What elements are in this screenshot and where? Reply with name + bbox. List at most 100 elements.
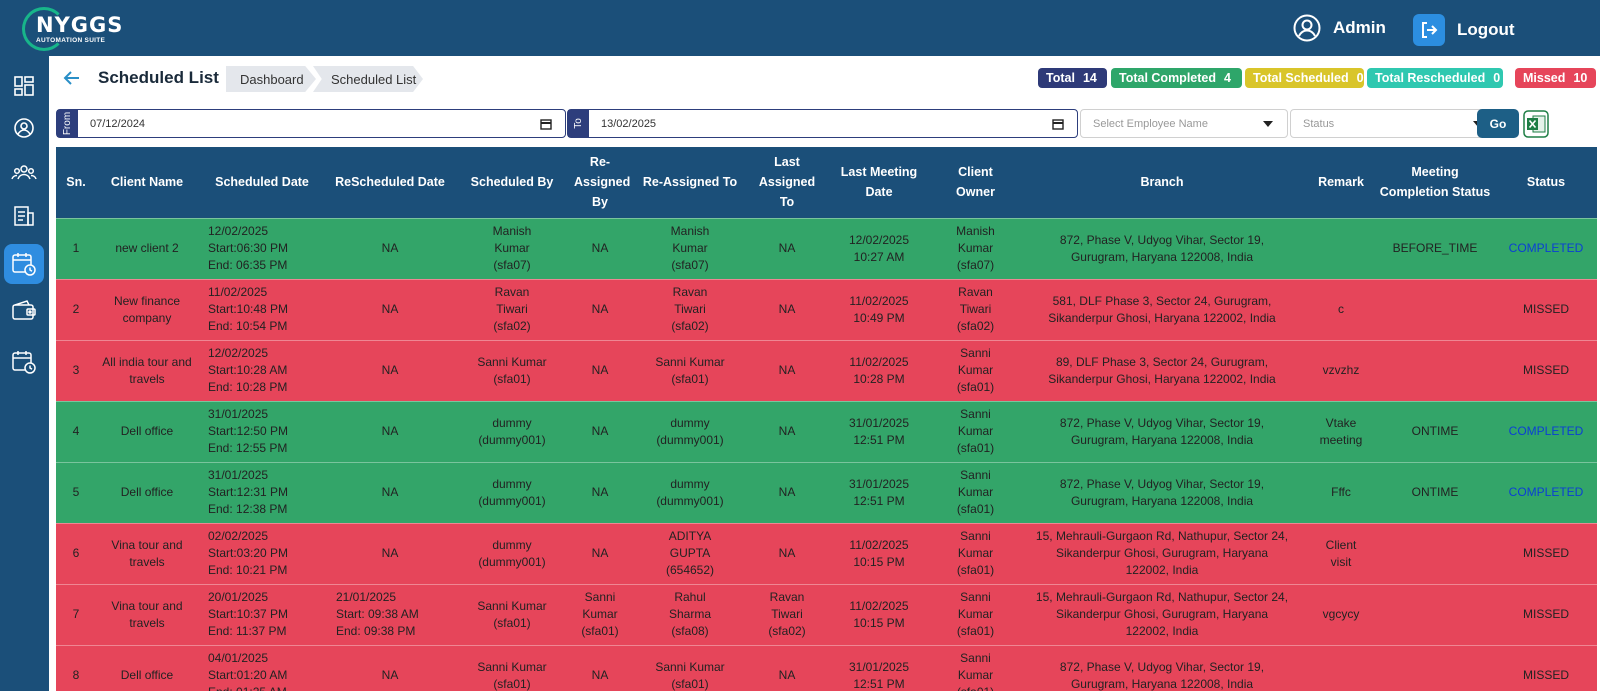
table-row[interactable]: 7 Vina tour and travels 20/01/2025 Start:10… <box>56 583 1597 645</box>
cell-last-assigned-to: NA <box>750 400 824 462</box>
cell-branch: 581, DLF Phase 3, Sector 24, Gurugram, Si… <box>1017 278 1307 340</box>
cell-remark: Fffc <box>1307 461 1375 523</box>
table-row[interactable]: 4 Dell office 31/01/2025 Start:12:50 PM End:… <box>56 400 1597 462</box>
table-body: 1 new client 2 12/02/2025 Start:06:30 PM End… <box>56 217 1597 691</box>
cell-branch: 872, Phase V, Udyog Vihar, Sector 19, Gur… <box>1017 400 1307 462</box>
cell-line: 12/02/2025 <box>848 232 910 247</box>
employee-select[interactable]: Select Employee Name <box>1080 109 1288 138</box>
cell-scheduled-by: dummy (dummy001) <box>454 400 570 462</box>
cell-line: (sfa02) <box>768 624 806 638</box>
from-date-field[interactable]: From 07/12/2024 <box>56 109 566 138</box>
calendar-icon[interactable] <box>539 118 553 130</box>
cell-branch: 872, Phase V, Udyog Vihar, Sector 19, Gur… <box>1017 461 1307 523</box>
column-header-client-name[interactable]: Client Name <box>96 147 198 218</box>
breadcrumb-dashboard[interactable]: Dashboard <box>226 66 316 92</box>
badge-scheduled[interactable]: Total Scheduled 0 <box>1245 68 1364 88</box>
sidebar-item-profile[interactable] <box>4 108 44 148</box>
cell-line: 12:51 PM <box>853 493 905 508</box>
sidebar-item-scheduled[interactable] <box>4 244 44 284</box>
to-date-field[interactable]: To 13/02/2025 <box>567 109 1078 138</box>
cell-line: (sfa02) <box>956 319 995 333</box>
cell-reassigned-by: NA <box>570 461 630 523</box>
cell-line: dummy <box>670 415 710 430</box>
excel-export-icon[interactable] <box>1523 110 1549 138</box>
cell-reassigned-to: dummy (dummy001) <box>630 461 750 523</box>
cell-line: (sfa02) <box>493 319 531 333</box>
cell-line: 12/02/2025 <box>208 224 269 238</box>
cell-scheduled-by: Sanni Kumar (sfa01) <box>454 644 570 691</box>
cell-line: vgcycy <box>1322 607 1360 621</box>
column-header-last-meeting-date[interactable]: Last Meeting Date <box>824 147 934 218</box>
document-list-icon <box>14 206 34 226</box>
cell-line: Sanni <box>960 651 991 666</box>
cell-line: 02/02/2025 <box>208 529 269 543</box>
column-header-sn[interactable]: Sn. <box>56 147 96 218</box>
table-row[interactable]: 6 Vina tour and travels 02/02/2025 Start:03… <box>56 522 1597 584</box>
column-header-remark[interactable]: Remark <box>1307 147 1375 218</box>
column-header-status[interactable]: Status <box>1495 147 1597 218</box>
cell-line: End: 12:55 PM <box>208 441 288 455</box>
logout-button[interactable]: Logout <box>1413 14 1515 46</box>
cell-line: 21/01/2025 <box>336 590 397 604</box>
sidebar <box>0 56 49 691</box>
cell-line: NA <box>591 668 609 683</box>
cell-line: Start:12:31 PM <box>208 485 289 499</box>
column-header-client-owner[interactable]: Client Owner <box>934 147 1017 218</box>
sidebar-item-documents[interactable] <box>4 196 44 236</box>
column-header-branch[interactable]: Branch <box>1017 147 1307 218</box>
column-header-rescheduled-date[interactable]: ReScheduled Date <box>326 147 454 218</box>
sidebar-item-dashboard[interactable] <box>4 66 44 106</box>
column-header-scheduled-by[interactable]: Scheduled By <box>454 147 570 218</box>
table-row[interactable]: 2 New finance company 11/02/2025 Start:10:4… <box>56 278 1597 340</box>
cell-line: 872, Phase V, Udyog Vihar, Sector 19, <box>1059 232 1265 247</box>
cell-line: Kumar <box>957 546 994 560</box>
cell-rescheduled-date: NA <box>326 522 454 584</box>
scheduled-table-container[interactable]: Sn. Client Name Scheduled Date ReScheduled … <box>56 147 1597 691</box>
cell-branch: 15, Mehrauli-Gurgaon Rd, Nathupur, Secto… <box>1017 583 1307 645</box>
table-row[interactable]: 1 new client 2 12/02/2025 Start:06:30 PM End… <box>56 217 1597 279</box>
sidebar-item-wallet[interactable] <box>4 290 44 330</box>
app-logo[interactable]: NYGGS AUTOMATION SUITE <box>20 4 122 52</box>
cell-status: MISSED <box>1495 522 1597 584</box>
badge-total[interactable]: Total 14 <box>1038 68 1107 88</box>
status-select[interactable]: Status <box>1290 109 1498 138</box>
cell-meeting-completion-status <box>1375 339 1495 401</box>
table-row[interactable]: 5 Dell office 31/01/2025 Start:12:31 PM End:… <box>56 461 1597 523</box>
badge-missed[interactable]: Missed 10 <box>1515 68 1596 88</box>
cell-line: 872, Phase V, Udyog Vihar, Sector 19, <box>1059 415 1265 430</box>
cell-line: Sanni <box>960 468 991 482</box>
sidebar-item-schedule[interactable] <box>4 342 44 382</box>
badge-completed[interactable]: Total Completed 4 <box>1111 68 1242 88</box>
sidebar-item-team[interactable] <box>4 152 44 192</box>
back-arrow-icon[interactable] <box>63 69 81 87</box>
cell-line: NA <box>591 241 609 255</box>
column-header-last-assigned-to[interactable]: Last Assigned To <box>750 147 824 218</box>
table-row[interactable]: 3 All india tour and travels 12/02/2025 Sta… <box>56 339 1597 401</box>
cell-line: 31/01/2025 <box>848 659 910 674</box>
cell-status: COMPLETED <box>1495 400 1597 462</box>
column-header-scheduled-date[interactable]: Scheduled Date <box>198 147 326 218</box>
cell-line: NA <box>778 424 796 438</box>
cell-line: 11/02/2025 <box>208 285 268 299</box>
cell-client-name: new client 2 <box>96 217 198 279</box>
cell-line: (dummy001) <box>478 554 546 569</box>
column-header-meeting-completion-status[interactable]: Meeting Completion Status <box>1375 147 1495 218</box>
go-button[interactable]: Go <box>1477 109 1519 138</box>
column-header-reassigned-by[interactable]: Re-Assigned By <box>570 147 630 218</box>
cell-rescheduled-date: NA <box>326 461 454 523</box>
calendar-icon[interactable] <box>1051 118 1065 130</box>
cell-line: NA <box>381 363 399 377</box>
cell-line: End: 09:38 PM <box>336 624 416 638</box>
cell-line: NA <box>591 546 609 560</box>
user-menu[interactable]: Admin <box>1293 14 1386 42</box>
badge-rescheduled[interactable]: Total Rescheduled 0 <box>1367 68 1503 88</box>
cell-line: NA <box>778 363 796 377</box>
breadcrumb-scheduled-list[interactable]: Scheduled List <box>313 66 423 92</box>
cell-client-name: Dell office <box>96 644 198 691</box>
column-header-reassigned-to[interactable]: Re-Assigned To <box>630 147 750 218</box>
cell-line: 31/01/2025 <box>208 407 269 421</box>
cell-last-assigned-to: NA <box>750 217 824 279</box>
